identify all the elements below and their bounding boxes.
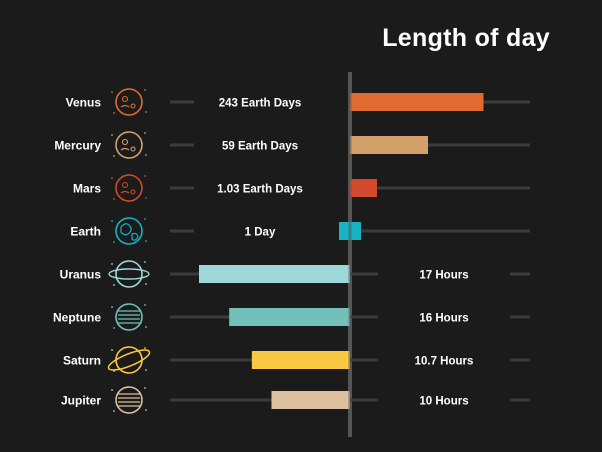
planet-label: Neptune bbox=[53, 311, 101, 325]
value-label: 17 Hours bbox=[419, 270, 468, 282]
bar bbox=[350, 179, 377, 197]
neptune-icon bbox=[111, 303, 147, 331]
bar bbox=[271, 391, 350, 409]
venus-icon bbox=[111, 88, 147, 116]
value-label: 10.7 Hours bbox=[415, 356, 474, 368]
uranus-icon bbox=[108, 260, 150, 288]
earth-icon bbox=[111, 217, 147, 245]
value-label: 16 Hours bbox=[419, 313, 468, 325]
chart-title: Length of day bbox=[382, 24, 550, 52]
value-label: 1 Day bbox=[245, 227, 276, 239]
planet-label: Uranus bbox=[60, 268, 102, 282]
value-label: 1.03 Earth Days bbox=[217, 184, 303, 196]
bar bbox=[229, 308, 350, 326]
jupiter-icon bbox=[111, 386, 147, 414]
mars-icon bbox=[111, 174, 147, 202]
bar bbox=[199, 265, 350, 283]
saturn-icon bbox=[107, 346, 151, 374]
planet-label: Venus bbox=[66, 96, 102, 110]
planet-label: Saturn bbox=[63, 354, 101, 368]
value-label: 243 Earth Days bbox=[219, 98, 301, 110]
bar bbox=[350, 93, 484, 111]
value-label: 10 Hours bbox=[419, 396, 468, 408]
planet-label: Earth bbox=[70, 225, 101, 239]
planet-label: Mercury bbox=[54, 139, 101, 153]
planet-label: Mars bbox=[73, 182, 101, 196]
value-label: 59 Earth Days bbox=[222, 141, 298, 153]
bar bbox=[350, 136, 428, 154]
mercury-icon bbox=[111, 131, 147, 159]
bar bbox=[251, 351, 350, 369]
planet-label: Jupiter bbox=[61, 394, 101, 408]
